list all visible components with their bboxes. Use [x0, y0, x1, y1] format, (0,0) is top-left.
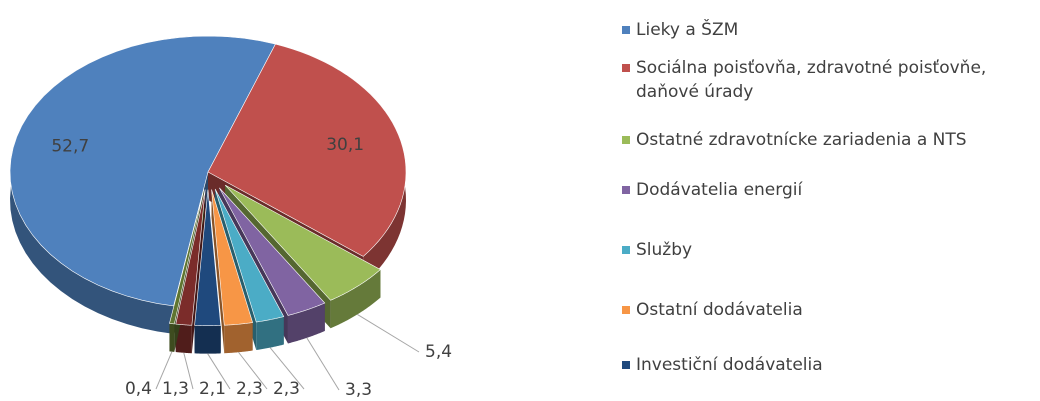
data-label: 2,3: [273, 379, 300, 399]
slice: [211, 189, 254, 326]
leader-line: [155, 351, 173, 390]
slice-wall: [211, 189, 225, 354]
leader-line: [207, 353, 231, 390]
data-label: 0,4: [125, 379, 152, 399]
slice-side: [169, 323, 175, 352]
legend-swatch: [622, 64, 630, 72]
data-label: 5,4: [425, 342, 452, 362]
data-label: 2,3: [236, 379, 263, 399]
legend-label: Sociálna poisťovňa, zdravotné poisťovňe,…: [636, 58, 987, 102]
legend-item: Služby: [622, 238, 1032, 262]
slice-side: [175, 324, 192, 354]
legend-item: Investiční dodávatelia: [622, 353, 1032, 377]
data-label: 30,1: [326, 135, 364, 155]
legend-item: Ostatní dodávatelia: [622, 298, 1032, 322]
pie-tops: [9, 35, 407, 326]
data-label: 1,3: [162, 379, 189, 399]
legend-swatch: [622, 246, 630, 254]
slice: [224, 184, 381, 301]
leader-line: [238, 351, 268, 390]
legend-label: Ostatné zdravotnícke zariadenia a NTS: [636, 130, 967, 150]
legend-item: Dodávatelia energií: [622, 178, 1032, 202]
slice: [175, 189, 206, 326]
slice: [169, 189, 205, 325]
legend-item: Sociálna poisťovňa, zdravotné poisťovňe,…: [622, 56, 1032, 104]
legend-label: Ostatní dodávatelia: [636, 300, 803, 320]
legend-item: Lieky a ŠZM: [622, 18, 1032, 42]
legend-label: Investiční dodávatelia: [636, 355, 823, 375]
slice: [207, 43, 407, 257]
slice: [9, 35, 276, 307]
legend-label: Služby: [636, 240, 693, 260]
legend-swatch: [622, 26, 630, 34]
pie-area: 52,7 30,1 5,4 3,3 2,3 2,3 2,1 1,3 0,4: [9, 35, 452, 400]
slice-side: [224, 322, 253, 354]
leader-line: [183, 352, 194, 390]
slice-side: [256, 316, 284, 351]
data-label: 3,3: [345, 380, 372, 400]
legend-label: Dodávatelia energií: [636, 180, 803, 200]
legend-swatch: [622, 306, 630, 314]
leader-line: [269, 347, 305, 390]
legend-swatch: [622, 186, 630, 194]
leader-line: [357, 313, 420, 353]
leader-line: [306, 337, 340, 391]
slice-side: [330, 269, 381, 329]
data-label: 2,1: [199, 379, 226, 399]
legend-item: Ostatné zdravotnícke zariadenia a NTS: [622, 128, 1032, 152]
slice-side: [194, 325, 221, 354]
data-label: 52,7: [51, 137, 89, 157]
legend-swatch: [622, 361, 630, 369]
slice: [194, 189, 222, 326]
legend-swatch: [622, 136, 630, 144]
slice: [214, 188, 285, 323]
legend-label: Lieky a ŠZM: [636, 20, 739, 40]
slice: [219, 187, 326, 316]
